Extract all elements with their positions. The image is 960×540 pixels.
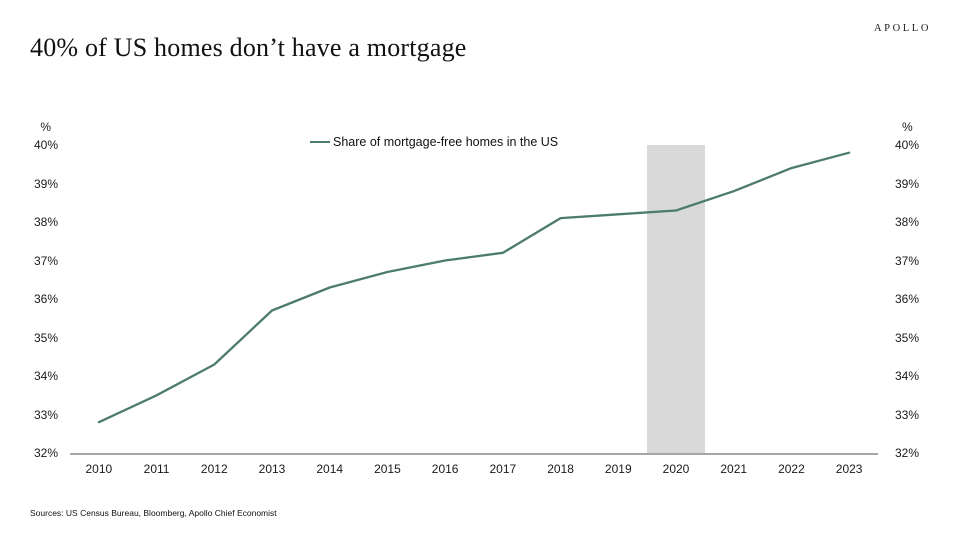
sources-note: Sources: US Census Bureau, Bloomberg, Ap… (30, 508, 277, 518)
x-tick-label: 2019 (604, 462, 632, 476)
y-tick-label: 40% (895, 138, 920, 152)
line-series (97, 151, 851, 424)
y-axis-unit-left: % (40, 120, 51, 134)
legend: Share of mortgage-free homes in the US (310, 135, 558, 149)
y-tick-label: 39% (895, 176, 920, 191)
x-tick-label: 2020 (662, 462, 690, 476)
x-tick-label: 2013 (258, 462, 286, 476)
y-tick-label: 32% (33, 446, 58, 460)
y-tick-label: 37% (33, 253, 58, 268)
y-tick-label: 36% (895, 292, 920, 306)
x-tick-label: 2016 (431, 462, 459, 476)
y-axis-unit-right: % (902, 120, 913, 134)
y-tick-label: 37% (895, 253, 920, 268)
y-tick-label: 34% (895, 369, 920, 383)
y-tick-label: 34% (33, 369, 58, 383)
y-tick-label: 39% (33, 176, 58, 191)
page-title: 40% of US homes don’t have a mortgage (30, 33, 467, 62)
y-tick-label: 35% (33, 330, 58, 345)
y-tick-label: 36% (33, 292, 58, 306)
apollo-logo: APOLLO (873, 23, 931, 34)
x-tick-label: 2012 (200, 462, 228, 476)
y-tick-label: 33% (33, 407, 58, 422)
y-tick-label: 33% (895, 407, 920, 422)
x-tick-label: 2023 (835, 462, 863, 476)
y-tick-label: 38% (33, 215, 58, 229)
plot-area (70, 145, 878, 455)
x-tick-label: 2021 (720, 462, 748, 476)
x-tick-label: 2017 (489, 462, 517, 476)
x-tick-label: 2011 (143, 462, 170, 476)
legend-label: Share of mortgage-free homes in the US (333, 135, 559, 149)
x-tick-label: 2015 (374, 462, 401, 476)
x-tick-label: 2014 (316, 462, 344, 476)
y-tick-label: 32% (895, 446, 920, 460)
y-tick-label: 38% (895, 215, 920, 229)
y-tick-label: 35% (895, 330, 920, 345)
x-tick-label: 2010 (85, 462, 113, 476)
y-tick-label: 40% (33, 138, 58, 152)
x-tick-label: 2022 (778, 462, 805, 476)
x-tick-label: 2018 (547, 462, 574, 476)
legend-line-swatch (310, 140, 330, 144)
